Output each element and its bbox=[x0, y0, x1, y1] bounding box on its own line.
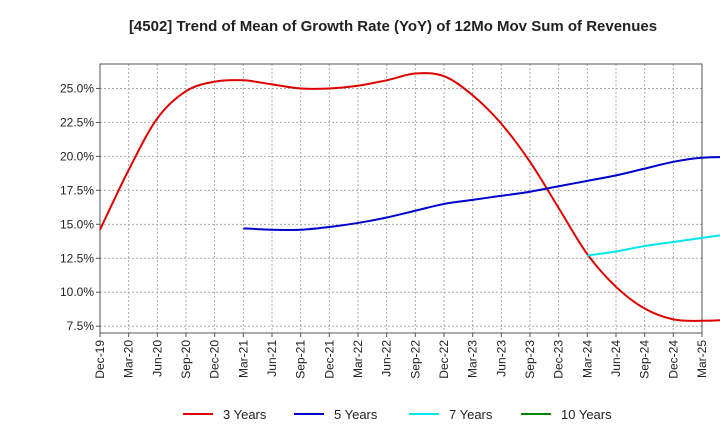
y-tick-label: 22.5% bbox=[60, 115, 94, 129]
x-tick-label: Mar-20 bbox=[122, 340, 136, 378]
x-tick-label: Jun-22 bbox=[380, 340, 394, 377]
legend: 3 Years 5 Years 7 Years 10 Years bbox=[183, 407, 612, 422]
x-tick-label: Dec-24 bbox=[666, 340, 680, 379]
y-tick-label: 17.5% bbox=[60, 183, 94, 197]
legend-label-3-years: 3 Years bbox=[223, 407, 267, 422]
x-tick-label: Dec-22 bbox=[437, 340, 451, 379]
x-tick-label: Jun-20 bbox=[150, 340, 164, 377]
x-tick-label: Sep-24 bbox=[638, 340, 652, 379]
x-tick-label: Sep-20 bbox=[179, 340, 193, 379]
legend-label-5-years: 5 Years bbox=[334, 407, 378, 422]
x-tick-label: Dec-19 bbox=[93, 340, 107, 379]
series-layer bbox=[99, 72, 720, 322]
y-tick-label: 25.0% bbox=[60, 81, 94, 95]
x-tick-label: Sep-23 bbox=[523, 340, 537, 379]
x-tick-label: Sep-22 bbox=[408, 340, 422, 379]
legend-label-10-years: 10 Years bbox=[561, 407, 612, 422]
grid-layer bbox=[99, 64, 703, 333]
legend-label-7-years: 7 Years bbox=[449, 407, 493, 422]
series-line-5-years bbox=[243, 156, 720, 232]
x-tick-label: Mar-25 bbox=[695, 340, 709, 378]
x-tick-label: Dec-23 bbox=[552, 340, 566, 379]
y-tick-label: 10.0% bbox=[60, 285, 94, 299]
x-tick-label: Jun-23 bbox=[494, 340, 508, 377]
plot-frame bbox=[99, 63, 703, 334]
x-tick-label: Dec-20 bbox=[208, 340, 222, 379]
x-tick-label: Mar-21 bbox=[236, 340, 250, 378]
axis-layer: 7.5% 10.0% 12.5% 15.0% 17.5% 20.0% 22.5% 25.0% D… bbox=[60, 63, 709, 379]
series-line-7-years bbox=[587, 234, 720, 257]
series-line-3-years bbox=[99, 72, 720, 322]
x-tick-label: Jun-21 bbox=[265, 340, 279, 377]
y-tick-label: 20.0% bbox=[60, 149, 94, 163]
x-tick-label: Mar-22 bbox=[351, 340, 365, 378]
y-tick-label: 7.5% bbox=[67, 319, 95, 333]
y-tick-label: 12.5% bbox=[60, 251, 94, 265]
x-tick-label: Mar-24 bbox=[580, 340, 594, 378]
x-tick-label: Dec-21 bbox=[322, 340, 336, 379]
x-tick-label: Sep-21 bbox=[294, 340, 308, 379]
x-tick-label: Mar-23 bbox=[466, 340, 480, 378]
x-tick-label: Jun-24 bbox=[609, 340, 623, 377]
chart-title: [4502] Trend of Mean of Growth Rate (YoY… bbox=[129, 18, 657, 35]
y-tick-label: 15.0% bbox=[60, 217, 94, 231]
